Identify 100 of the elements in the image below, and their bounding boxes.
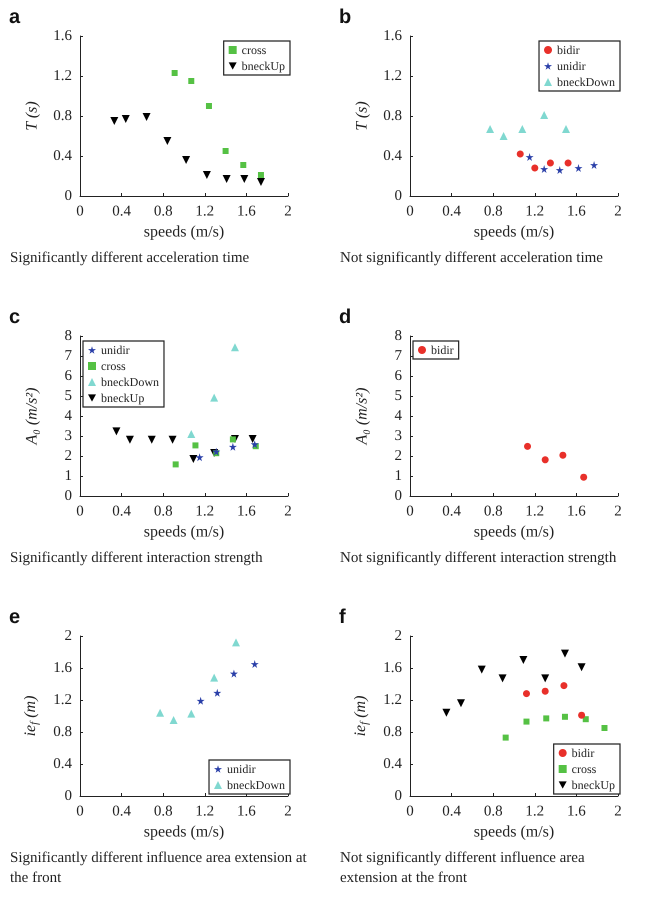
y-tick-label: 0.8 xyxy=(383,724,402,740)
legend-label: bidir xyxy=(431,343,454,357)
x-axis-title: speeds (m/s) xyxy=(474,824,554,840)
text: Not significantly different influence area extension at the front xyxy=(340,850,588,886)
y-tick-label: 1.2 xyxy=(383,68,402,84)
x-tick-label: 1.6 xyxy=(567,804,586,820)
y-tick-label: 3 xyxy=(394,428,402,444)
legend-label: bneckUp xyxy=(101,391,144,405)
x-tick-label: 0.8 xyxy=(154,804,173,820)
x-tick-label: 0.8 xyxy=(484,504,503,520)
x-tick-label: 0.8 xyxy=(484,804,503,820)
y-tick-label: 3 xyxy=(64,428,72,444)
y-tick-label: 1.2 xyxy=(53,692,72,708)
y-tick-label: 1.6 xyxy=(53,660,72,676)
legend-label: bneckUp xyxy=(242,59,286,73)
legend-label: cross xyxy=(572,762,597,776)
y-tick-label: 1.6 xyxy=(383,660,402,676)
x-axis-title: speeds (m/s) xyxy=(144,824,224,840)
x-tick-label: 1.6 xyxy=(567,504,586,520)
y-tick-label: 6 xyxy=(64,368,72,384)
x-tick-label: 2 xyxy=(284,504,292,520)
x-tick-label: 0.4 xyxy=(112,204,132,220)
chart-title: f xyxy=(339,606,346,628)
y-axis-title: T (s) xyxy=(354,101,370,131)
text: Significantly different acceleration time xyxy=(10,250,250,266)
legend-label: bidir xyxy=(557,43,580,57)
y-tick-label: 0 xyxy=(64,488,72,504)
y-tick-label: 0.8 xyxy=(383,108,402,124)
legend-label: bidir xyxy=(572,746,594,760)
chart-title: d xyxy=(339,306,352,328)
chart-title: c xyxy=(9,306,20,328)
y-tick-label: 1.2 xyxy=(383,692,402,708)
x-axis-title: speeds (m/s) xyxy=(144,224,224,240)
legend-label: cross xyxy=(101,359,126,373)
y-tick-label: 0 xyxy=(394,488,402,504)
y-tick-label: 2 xyxy=(394,448,402,464)
x-tick-label: 0 xyxy=(76,204,84,220)
y-tick-label: 1.2 xyxy=(53,68,72,84)
y-tick-label: 2 xyxy=(64,628,72,644)
x-tick-label: 0 xyxy=(406,204,414,220)
y-tick-label: 0.4 xyxy=(53,756,72,772)
x-tick-label: 0.4 xyxy=(442,504,462,520)
legend-label: unidir xyxy=(101,343,130,357)
x-tick-label: 0 xyxy=(76,804,84,820)
y-tick-label: 2 xyxy=(64,448,72,464)
x-tick-label: 1.2 xyxy=(195,204,214,220)
x-axis-title: speeds (m/s) xyxy=(144,524,224,540)
y-tick-label: 1 xyxy=(394,468,402,484)
chart-title: e xyxy=(9,606,20,628)
y-tick-label: 0.4 xyxy=(53,148,72,164)
x-tick-label: 0.8 xyxy=(154,204,173,220)
y-axis-title: A₀ (m/s²) xyxy=(354,387,370,446)
chart-title: a xyxy=(9,6,21,28)
x-tick-label: 2 xyxy=(284,804,292,820)
y-tick-label: 8 xyxy=(394,328,402,344)
x-tick-label: 1.6 xyxy=(237,204,256,220)
text: Not significantly different interaction strength xyxy=(340,550,617,566)
legend-label: cross xyxy=(242,43,267,57)
x-tick-label: 0.4 xyxy=(442,804,462,820)
x-tick-label: 0 xyxy=(76,504,84,520)
y-tick-label: 5 xyxy=(394,388,402,404)
y-tick-label: 2 xyxy=(394,628,402,644)
y-axis-title: ief (m) xyxy=(352,696,370,736)
legend-label: unidir xyxy=(227,762,256,776)
y-tick-label: 1.6 xyxy=(383,28,402,44)
y-tick-label: 4 xyxy=(394,408,402,424)
x-tick-label: 1.2 xyxy=(195,504,214,520)
y-axis-title: T (s) xyxy=(24,101,40,131)
legend-label: bneckDown xyxy=(557,75,615,89)
y-axis-title: A₀ (m/s²) xyxy=(24,387,40,446)
y-tick-label: 7 xyxy=(394,348,402,364)
y-tick-label: 0 xyxy=(394,788,402,804)
x-tick-label: 0.8 xyxy=(484,204,503,220)
y-tick-label: 0.4 xyxy=(383,756,402,772)
y-tick-label: 1.6 xyxy=(53,28,72,44)
text: Not significantly different acceleration time xyxy=(340,250,604,266)
x-tick-label: 1.2 xyxy=(525,504,544,520)
x-tick-label: 1.6 xyxy=(567,204,586,220)
x-tick-label: 0.4 xyxy=(112,504,132,520)
x-tick-label: 2 xyxy=(614,804,622,820)
y-tick-label: 0 xyxy=(64,188,72,204)
x-tick-label: 2 xyxy=(614,204,622,220)
y-tick-label: 0.8 xyxy=(53,108,72,124)
chart-title: b xyxy=(339,6,352,28)
x-tick-label: 1.6 xyxy=(237,504,256,520)
y-tick-label: 1 xyxy=(64,468,72,484)
y-axis-title: ief (m) xyxy=(22,696,40,736)
y-tick-label: 0.4 xyxy=(383,148,402,164)
x-tick-label: 0.8 xyxy=(154,504,173,520)
y-tick-label: 8 xyxy=(64,328,72,344)
x-tick-label: 1.6 xyxy=(237,804,256,820)
x-tick-label: 2 xyxy=(284,204,292,220)
x-axis-title: speeds (m/s) xyxy=(474,524,554,540)
y-tick-label: 0 xyxy=(64,788,72,804)
y-tick-label: 7 xyxy=(64,348,72,364)
legend-label: bneckDown xyxy=(227,778,285,792)
y-tick-label: 0 xyxy=(394,188,402,204)
legend-label: bneckUp xyxy=(572,778,616,792)
x-tick-label: 0.4 xyxy=(112,804,132,820)
x-tick-label: 0.4 xyxy=(442,204,462,220)
